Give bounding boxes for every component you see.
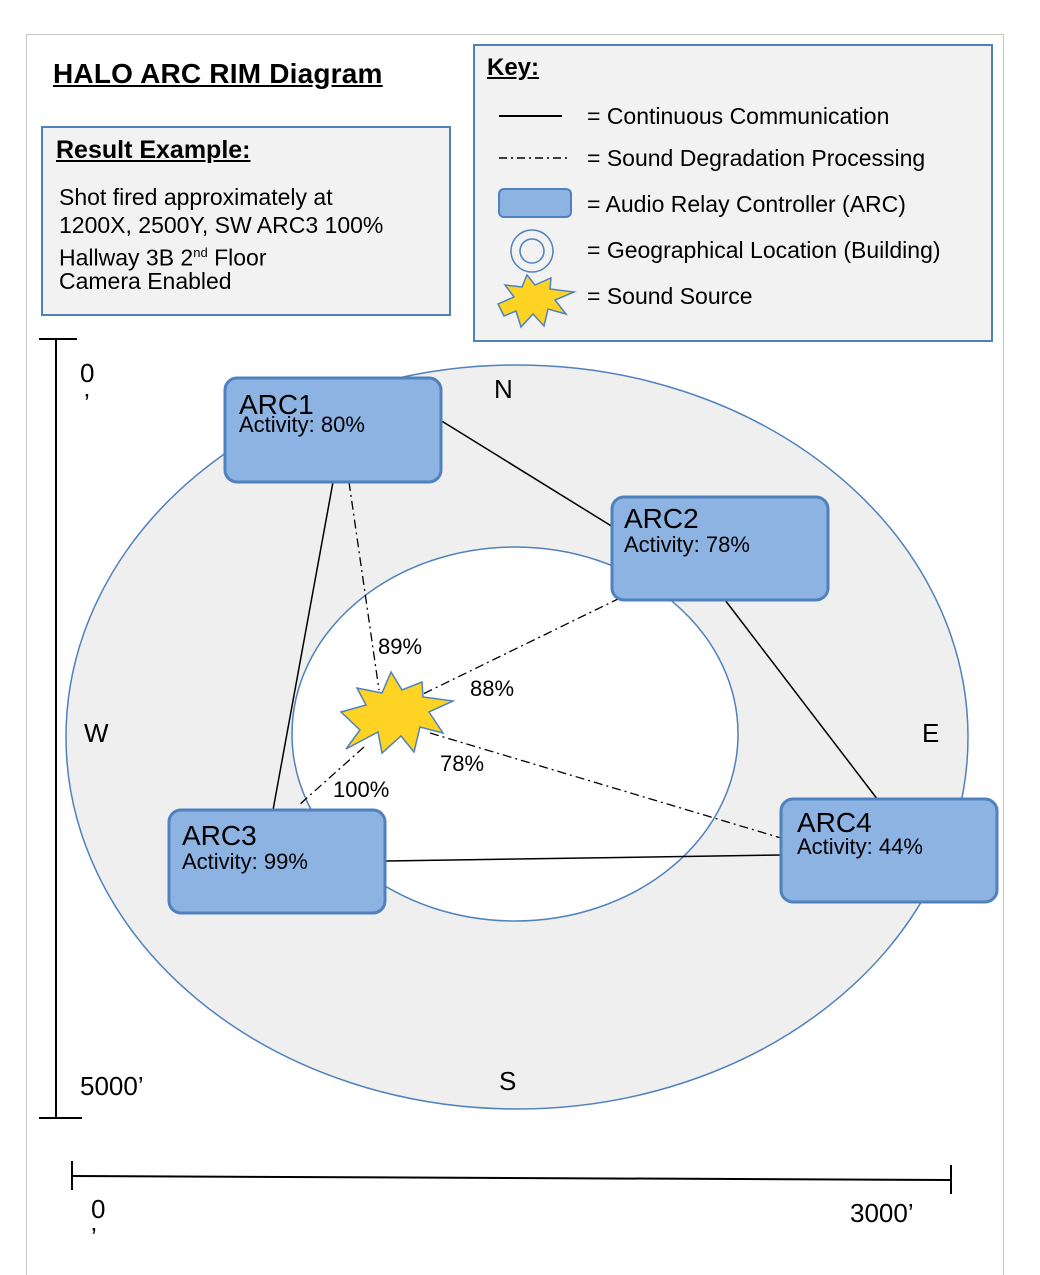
key-location-label: = Geographical Location (Building) [587, 237, 941, 263]
result-example-box: Result Example: Shot fired approximately… [41, 126, 451, 316]
compass-north: N [494, 374, 513, 404]
key-continuous-label: = Continuous Communication [587, 103, 890, 129]
link-arc2-arc4 [724, 599, 879, 801]
arc2-box [610, 495, 830, 602]
result-heading: Result Example: [56, 136, 251, 164]
vertical-scale-top-mark: ’ [84, 388, 90, 418]
percent-arc3: 100% [333, 777, 389, 802]
key-sound-source-icon [496, 273, 577, 329]
arc3-box [167, 808, 387, 915]
link-arc3-arc4 [385, 854, 782, 862]
result-line-4: Camera Enabled [59, 268, 232, 294]
arc1-name: ARC1 [239, 389, 314, 420]
key-location-outer-icon [510, 229, 554, 273]
result-line-3-sup: nd [193, 245, 208, 260]
vertical-scale-top-label: 0 [80, 358, 94, 388]
horizontal-scale-line [71, 1175, 952, 1181]
arc4-activity: Activity: 44% [797, 834, 923, 859]
degradation-line-arc2 [422, 597, 621, 695]
key-source-label: = Sound Source [587, 283, 753, 309]
compass-east: E [922, 718, 939, 748]
vertical-scale-bottom-label: 5000’ [80, 1071, 144, 1101]
result-line-3: Hallway 3B 2nd Floor [59, 239, 267, 272]
key-location-inner-icon [519, 238, 545, 264]
page-frame [26, 34, 1004, 1275]
arc2-activity: Activity: 78% [624, 532, 750, 557]
key-arc-icon [498, 188, 572, 218]
arc3-activity: Activity: 99% [182, 849, 308, 874]
result-line-2: 1200X, 2500Y, SW ARC3 100% [59, 212, 384, 238]
horizontal-scale-right-label: 3000’ [850, 1198, 914, 1228]
degradation-line-arc3 [298, 746, 365, 806]
inner-ring [291, 546, 739, 922]
link-arc1-arc3 [272, 481, 334, 811]
compass-south: S [499, 1066, 516, 1096]
percent-arc1: 89% [378, 634, 422, 659]
link-arc1-arc2 [439, 419, 614, 528]
result-line-1: Shot fired approximately at [59, 184, 333, 210]
arc3-name: ARC3 [182, 820, 257, 851]
compass-west: W [84, 718, 109, 748]
horizontal-scale-left-mark: ’ [91, 1222, 97, 1252]
percent-arc4: 78% [440, 751, 484, 776]
result-line-3-post: Floor [207, 244, 267, 271]
sound-source-burst [339, 670, 456, 755]
key-arc-label: = Audio Relay Controller (ARC) [587, 191, 906, 217]
arc2-name: ARC2 [624, 503, 699, 534]
result-line-3-text: Hallway 3B 2 [59, 244, 194, 271]
degradation-line-arc1 [348, 481, 380, 691]
arc1-activity: Activity: 80% [239, 412, 365, 437]
degradation-line-arc4 [429, 732, 782, 839]
arc4-box [779, 797, 999, 904]
percent-arc2: 88% [470, 676, 514, 701]
arc1-box [223, 376, 443, 484]
key-degradation-label: = Sound Degradation Processing [587, 145, 926, 171]
arc4-name: ARC4 [797, 807, 872, 838]
diagram-title: HALO ARC RIM Diagram [53, 58, 383, 89]
horizontal-scale-left-label: 0 [91, 1194, 105, 1224]
key-heading: Key: [487, 54, 540, 81]
